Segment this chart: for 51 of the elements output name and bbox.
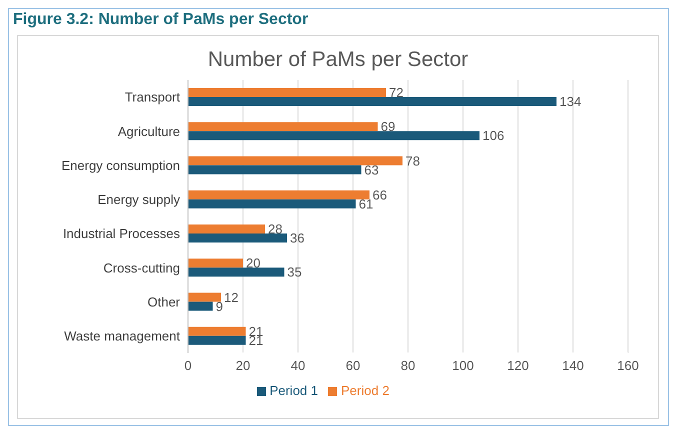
data-label: 9 <box>216 298 223 314</box>
y-tick-label: Other <box>147 294 181 310</box>
data-label: 61 <box>358 196 374 212</box>
bar <box>188 268 284 277</box>
x-tick-label: 80 <box>400 358 416 374</box>
data-label: 20 <box>246 256 260 271</box>
y-tick-label: Energy supply <box>98 192 180 208</box>
x-tick-label: 0 <box>184 358 192 374</box>
data-label: 78 <box>406 153 420 168</box>
legend-label: Period 1 <box>270 383 318 398</box>
chart-subtitle: Number of PaMs per Sector <box>206 48 470 72</box>
y-tick-label: Cross-cutting <box>103 260 180 276</box>
data-label: 66 <box>372 187 387 202</box>
x-tick-label: 120 <box>507 358 529 374</box>
data-label: 134 <box>560 94 582 110</box>
bar <box>188 165 362 174</box>
data-label: 36 <box>290 230 304 246</box>
bar <box>188 97 556 106</box>
y-tick-label: Waste management <box>64 328 180 344</box>
x-tick-label: 60 <box>346 358 360 374</box>
bar <box>188 122 378 132</box>
bar <box>188 234 287 242</box>
legend-label: Period 2 <box>341 383 390 398</box>
bar <box>188 292 221 302</box>
bar <box>188 131 480 140</box>
x-tick-label: 20 <box>236 358 250 374</box>
data-label: 12 <box>224 290 238 305</box>
x-tick-label: 100 <box>452 358 474 374</box>
y-tick-label: Agriculture <box>118 124 180 139</box>
y-tick-label: Transport <box>124 90 180 105</box>
x-tick-label: 40 <box>290 358 306 374</box>
data-label: 35 <box>287 264 302 280</box>
bar <box>188 88 386 97</box>
bar <box>188 326 246 336</box>
y-tick-label: Industrial Processes <box>62 226 180 242</box>
bar <box>188 199 356 208</box>
bar <box>188 258 243 268</box>
data-label: 72 <box>389 85 404 100</box>
bar <box>188 336 246 345</box>
x-tick-label: 140 <box>562 358 584 374</box>
chart-title: Figure 3.2: Number of PaMs per Sector <box>12 10 310 30</box>
bar <box>188 302 213 311</box>
bar <box>188 156 402 166</box>
y-tick-label: Energy consumption <box>61 158 180 173</box>
data-label: 106 <box>482 128 504 144</box>
bar <box>188 190 370 200</box>
data-label: 63 <box>364 162 379 178</box>
data-label: 28 <box>268 222 282 237</box>
x-tick-label: 160 <box>617 358 639 374</box>
data-label: 69 <box>380 119 396 134</box>
bar <box>188 224 265 234</box>
